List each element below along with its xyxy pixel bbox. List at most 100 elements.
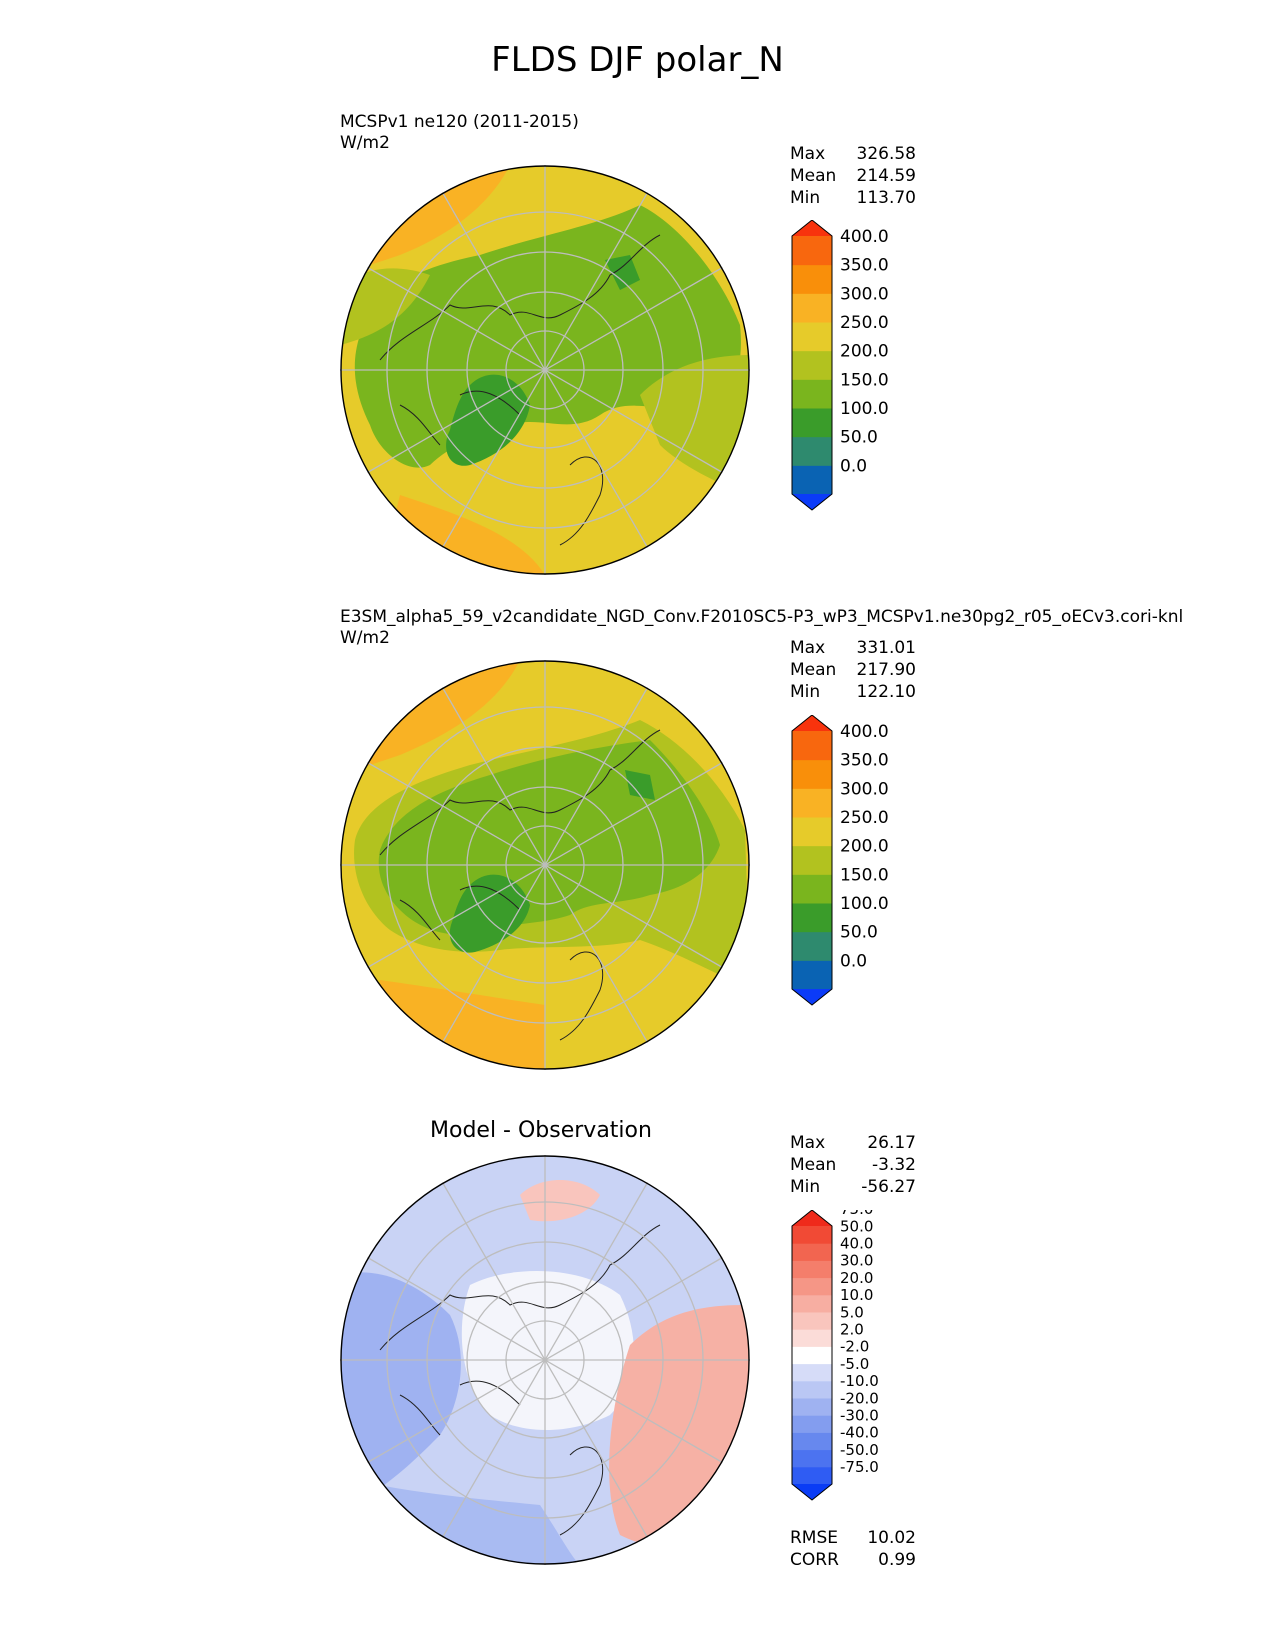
colorbar-segment (792, 788, 832, 818)
colorbar-tick-label: 150.0 (840, 865, 889, 885)
colorbar-extend-min (792, 989, 832, 1005)
colorbar-tick-label: -30.0 (840, 1406, 879, 1424)
colorbar-tick-label: -75.0 (840, 1458, 879, 1476)
panel1-coast (379, 234, 661, 546)
panel1-greenland (446, 374, 530, 466)
stat-value: 122.10 (856, 682, 916, 702)
colorbar-segment (792, 1226, 832, 1244)
colorbar-outline (791, 1210, 833, 1501)
panel3-neutral-center (461, 1271, 634, 1430)
colorbar-tick-label: 50.0 (840, 1217, 873, 1235)
panel1-colorbar: 0.0 50.0 100.0 150.0 200.0 250.0 300.0 350.0 400… (791, 220, 889, 511)
stat-value: 326.58 (856, 144, 916, 164)
colorbar-segment (792, 379, 832, 409)
colorbar-segment (792, 1243, 832, 1261)
colorbar-tick-label: -10.0 (840, 1372, 879, 1390)
colorbar-segment (792, 1466, 832, 1485)
colorbar-segment (792, 1449, 832, 1468)
colorbar-extend-max (792, 220, 832, 236)
colorbar-tick-label: 250.0 (840, 313, 889, 333)
panel2-units: W/m2 (340, 628, 390, 648)
colorbar-segment (792, 759, 832, 789)
stat-label: Max (790, 144, 826, 164)
colorbar-tick-label: -5.0 (840, 1355, 869, 1373)
stat-value: 217.90 (856, 660, 916, 680)
panel1-graticule (340, 165, 750, 575)
stat-label: Min (790, 682, 821, 702)
colorbar-tick-label: -2.0 (840, 1338, 869, 1356)
colorbar-tick-label: 40.0 (840, 1234, 873, 1252)
colorbar-tick-label: -20.0 (840, 1389, 879, 1407)
panel2-colorbar: 0.0 50.0 100.0 150.0 200.0 250.0 300.0 350.0 400… (791, 715, 889, 1006)
panel1-units: W/m2 (340, 133, 390, 153)
colorbar-extend-min (792, 1484, 832, 1500)
colorbar-segment (792, 322, 832, 352)
colorbar-outline (791, 220, 833, 511)
colorbar-segment (792, 264, 832, 294)
metric-label: RMSE (790, 1528, 839, 1548)
colorbar-tick-label: 100.0 (840, 894, 889, 914)
colorbar-segment (792, 1398, 832, 1416)
panel3-graticule (340, 1155, 750, 1565)
colorbar-tick-label: 300.0 (840, 284, 889, 304)
colorbar-segment (792, 1277, 832, 1296)
colorbar-tick-label: 30.0 (840, 1252, 873, 1270)
stat-label: Min (790, 1177, 821, 1197)
metric-value: 10.02 (867, 1528, 916, 1548)
metric-label: CORR (790, 1550, 839, 1570)
stat-label: Min (790, 188, 821, 208)
colorbar-tick-label: 400.0 (840, 722, 889, 742)
colorbar-segment (792, 1432, 832, 1451)
colorbar-tick-label: 10.0 (840, 1286, 873, 1304)
colorbar-tick-label: 200.0 (840, 837, 889, 857)
stat-label: Mean (790, 166, 837, 186)
colorbar-segment (792, 1312, 832, 1330)
panel3-warm-north (520, 1180, 600, 1222)
stat-value: 26.17 (867, 1133, 916, 1153)
stat-label: Max (790, 638, 826, 658)
colorbar-segment (792, 1346, 832, 1365)
stat-value: 214.59 (856, 166, 916, 186)
stat-label: Max (790, 1133, 826, 1153)
stat-label: Mean (790, 660, 837, 680)
figure-title: FLDS DJF polar_N (491, 40, 784, 80)
colorbar-segment (792, 931, 832, 961)
colorbar-segment (792, 1380, 832, 1399)
stat-value: -3.32 (872, 1155, 916, 1175)
colorbar-tick-label: 50.0 (840, 923, 878, 943)
colorbar-segment (792, 731, 832, 761)
stat-value: -56.27 (861, 1177, 916, 1197)
colorbar-tick-label: -50.0 (840, 1441, 879, 1459)
panel3-map (340, 1155, 750, 1565)
panel2-map (340, 660, 750, 1070)
colorbar-segment (792, 817, 832, 847)
colorbar-tick-label: 0.0 (840, 951, 867, 971)
panel3-title: Model - Observation (430, 1118, 652, 1143)
colorbar-tick-label: 20.0 (840, 1269, 873, 1287)
colorbar-tick-label: 5.0 (840, 1303, 864, 1321)
panel2-stats: Max 331.01 Mean 217.90 Min 122.10 (790, 637, 916, 703)
colorbar-tick-label: 350.0 (840, 256, 889, 276)
colorbar-segment (792, 236, 832, 266)
panel1-yellowgreen-east (640, 355, 749, 495)
colorbar-tick-label: 50.0 (840, 428, 878, 448)
colorbar-tick-label: 2.0 (840, 1320, 864, 1338)
panel2-graticule (340, 660, 750, 1070)
panel2-siberia-patch (625, 770, 655, 800)
colorbar-extend-max (792, 715, 832, 731)
panel2-coast (379, 729, 661, 1041)
colorbar-segment (792, 350, 832, 380)
colorbar-segment (792, 1363, 832, 1382)
panel3-strong-cool-west (341, 1272, 461, 1495)
colorbar-segment (792, 960, 832, 990)
colorbar-segment (792, 903, 832, 933)
panel3-coast (379, 1224, 661, 1536)
colorbar-segment (792, 1260, 832, 1279)
panel3-colorbar: -75.0-50.0-40.0-30.0-20.0-10.0-5.0-2.02.… (791, 1210, 879, 1501)
panel1-stats: Max 326.58 Mean 214.59 Min 113.70 (790, 143, 916, 209)
panel1-yellowgreen-west (341, 268, 430, 345)
panel3-metrics: RMSE 10.02 CORR 0.99 (790, 1527, 916, 1571)
colorbar-segment (792, 1294, 832, 1313)
colorbar-tick-label: 400.0 (840, 227, 889, 247)
colorbar-segment (792, 465, 832, 495)
